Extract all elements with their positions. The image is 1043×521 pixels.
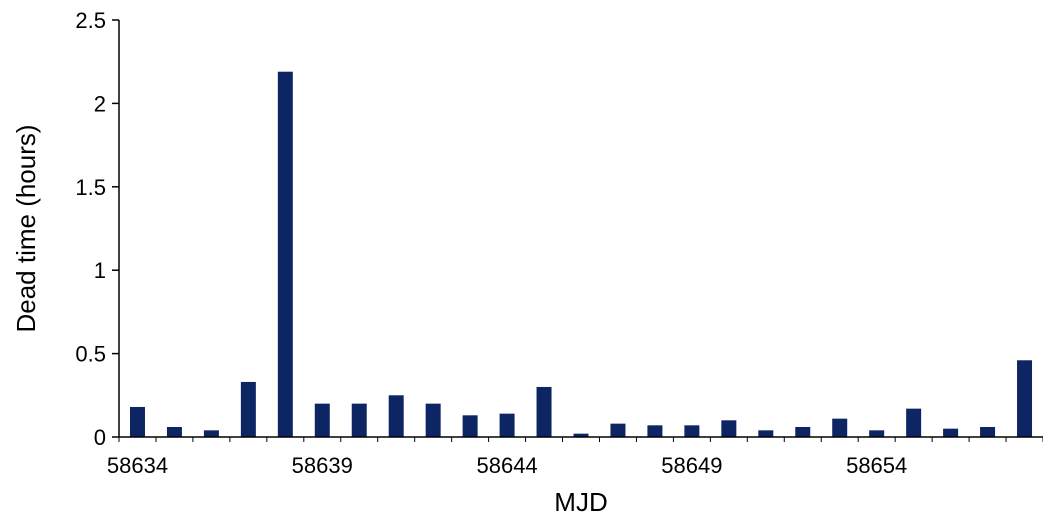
bar-58650 [721, 420, 737, 437]
x-tick-label: 58649 [661, 453, 722, 478]
bar-58646 [573, 433, 589, 437]
y-tick-label: 1.5 [75, 175, 106, 200]
bar-58645 [536, 386, 552, 437]
bar-58652 [795, 426, 811, 437]
bar-58649 [684, 425, 700, 437]
bar-58637 [240, 381, 256, 437]
y-tick-label: 2.5 [75, 8, 106, 33]
bar-58636 [203, 430, 219, 437]
x-tick-label: 58639 [292, 453, 353, 478]
x-tick-label: 58634 [107, 453, 168, 478]
y-ticks-group: 0 0.5 1 1.5 2 2.5 [75, 8, 119, 450]
bars-group [129, 71, 1033, 437]
y-tick-label: 0.5 [75, 342, 106, 367]
x-axis-title: MJD [554, 487, 607, 517]
bar-58654 [869, 430, 885, 437]
bar-58655 [906, 408, 922, 437]
bar-58641 [388, 395, 404, 437]
bar-58634 [129, 406, 145, 437]
x-tick-label: 58654 [846, 453, 907, 478]
x-tick-label: 58644 [476, 453, 537, 478]
bar-58656 [943, 428, 959, 437]
x-ticks-group: 58634 58639 58644 58649 58654 [107, 437, 1043, 478]
bar-58644 [499, 413, 515, 437]
bar-58657 [980, 426, 996, 437]
y-axis-title: Dead time (hours) [11, 124, 41, 332]
bar-58648 [647, 425, 663, 437]
y-tick-label: 1 [94, 258, 106, 283]
bar-58647 [610, 423, 626, 437]
bar-58635 [166, 426, 182, 437]
bar-58651 [758, 430, 774, 437]
y-tick-label: 0 [94, 425, 106, 450]
bar-58638 [277, 71, 293, 437]
bar-58642 [425, 403, 441, 437]
bar-58639 [314, 403, 330, 437]
bar-58658 [1017, 360, 1033, 437]
y-tick-label: 2 [94, 91, 106, 116]
bar-58643 [462, 415, 478, 437]
bar-58653 [832, 418, 848, 437]
bar-58640 [351, 403, 367, 437]
